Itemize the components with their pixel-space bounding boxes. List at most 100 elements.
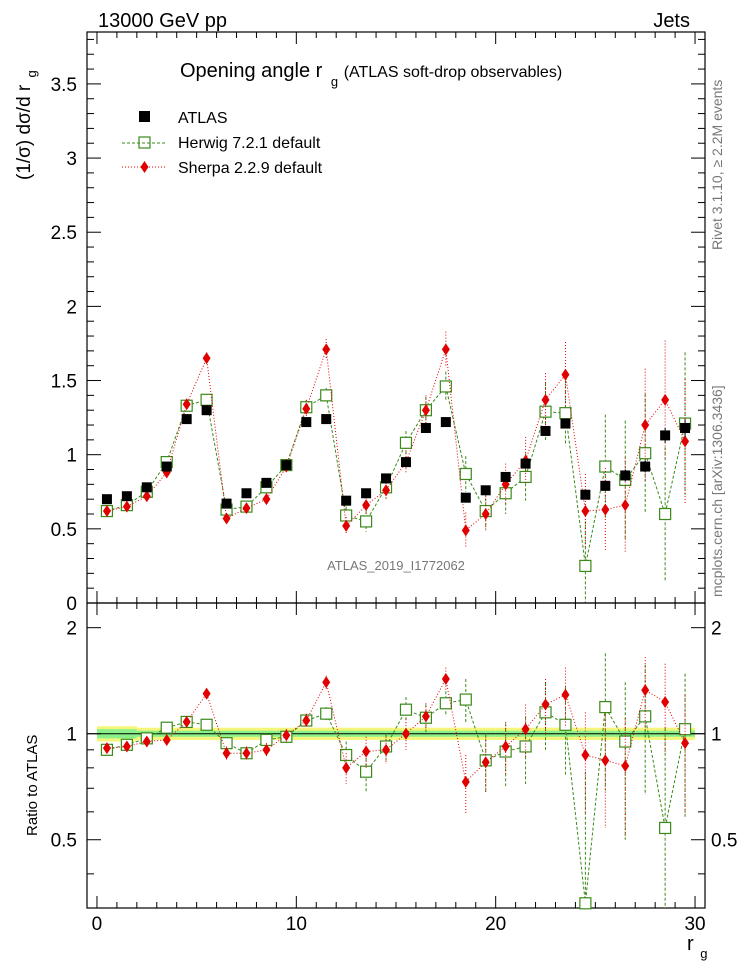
y-tick-label: 3.5 bbox=[51, 75, 77, 96]
herwig-point bbox=[320, 389, 333, 402]
legend-label-atlas: ATLAS bbox=[178, 110, 228, 127]
rivet-label: Rivet 3.1.10, ≥ 2.2M events bbox=[709, 80, 725, 250]
atlas-point bbox=[301, 417, 312, 428]
herwig-point bbox=[340, 509, 353, 522]
herwig-point bbox=[200, 718, 213, 731]
herwig-point bbox=[579, 897, 592, 910]
sherpa-point bbox=[122, 740, 131, 753]
legend-label-sherpa: Sherpa 2.2.9 default bbox=[178, 160, 323, 177]
sherpa-point bbox=[441, 343, 450, 356]
sherpa-point bbox=[421, 404, 430, 417]
atlas-point bbox=[640, 461, 651, 472]
sherpa-line bbox=[106, 349, 686, 532]
atlas-point bbox=[341, 495, 352, 506]
sherpa-point bbox=[342, 761, 351, 774]
y-tick-label: 0.5 bbox=[51, 520, 77, 541]
sherpa-point bbox=[202, 352, 211, 365]
y-tick-label: 2 bbox=[66, 297, 77, 318]
sherpa-point bbox=[162, 733, 171, 746]
atlas-point bbox=[261, 477, 272, 488]
sherpa-point bbox=[202, 687, 211, 700]
sherpa-point bbox=[182, 715, 191, 728]
ratio-y-tick-label: 1 bbox=[66, 725, 77, 746]
atlas-point bbox=[620, 470, 631, 481]
sherpa-point bbox=[561, 368, 570, 381]
sherpa-point bbox=[362, 499, 371, 512]
y-tick-label: 2.5 bbox=[51, 223, 77, 244]
sherpa-point bbox=[302, 714, 311, 727]
y-tick-label: 3 bbox=[66, 149, 77, 170]
legend: ATLAS Herwig 7.2.1 default Sherpa 2.2.9 … bbox=[122, 110, 323, 177]
sherpa-point bbox=[222, 747, 231, 760]
sherpa-point bbox=[681, 435, 690, 448]
main-y-axis-label-text: (1/σ) dσ/d r bbox=[14, 84, 35, 180]
sherpa-point bbox=[421, 710, 430, 723]
ratio-plot: 0 10 20 30 0.5 0.5 1 1 2 2 bbox=[51, 602, 737, 935]
herwig-point bbox=[359, 765, 373, 778]
y-tick-label: 1 bbox=[66, 446, 77, 467]
atlas-point bbox=[520, 458, 531, 469]
sherpa-point bbox=[541, 698, 550, 711]
atlas-point bbox=[121, 491, 132, 502]
sherpa-point bbox=[322, 343, 331, 356]
ratio-y-tick-label: 0.5 bbox=[51, 831, 77, 852]
sherpa-point bbox=[142, 735, 151, 748]
atlas-point bbox=[181, 414, 192, 425]
atlas-point bbox=[540, 425, 551, 436]
sherpa-point bbox=[641, 684, 650, 697]
main-y-axis-label: (1/σ) dσ/d r g bbox=[14, 70, 39, 180]
sherpa-point bbox=[102, 505, 111, 518]
atlas-point bbox=[221, 498, 232, 509]
herwig-point bbox=[579, 559, 592, 573]
ratio-y-tick-label-right: 2 bbox=[711, 619, 722, 640]
sherpa-point bbox=[581, 749, 590, 762]
sherpa-point bbox=[621, 759, 630, 772]
sherpa-point bbox=[481, 756, 490, 769]
analysis-watermark: ATLAS_2019_I1772062 bbox=[327, 558, 465, 573]
sherpa-point bbox=[242, 747, 251, 760]
sherpa-point bbox=[322, 676, 331, 689]
sherpa-point bbox=[641, 419, 650, 432]
energy-label: 13000 GeV pp bbox=[98, 10, 227, 32]
herwig-point bbox=[659, 821, 672, 835]
herwig-point bbox=[439, 697, 452, 710]
atlas-point bbox=[600, 480, 611, 491]
sherpa-point bbox=[561, 688, 570, 701]
atlas-point bbox=[440, 417, 451, 428]
title-sub: g bbox=[331, 74, 338, 89]
herwig-point bbox=[359, 515, 373, 528]
herwig-point bbox=[439, 380, 452, 393]
ratio-y-tick-label: 2 bbox=[66, 619, 77, 640]
herwig-point bbox=[160, 721, 173, 734]
atlas-point bbox=[680, 422, 691, 433]
title-rest: (ATLAS soft-drop observables) bbox=[344, 64, 562, 81]
sherpa-point bbox=[681, 737, 690, 750]
atlas-point bbox=[580, 489, 591, 500]
atlas-point bbox=[141, 482, 152, 493]
sherpa-point bbox=[102, 742, 111, 755]
atlas-point bbox=[241, 488, 252, 499]
atlas-point bbox=[201, 405, 212, 416]
sherpa-point bbox=[122, 500, 131, 513]
sherpa-point bbox=[541, 393, 550, 406]
herwig-point bbox=[459, 467, 472, 481]
herwig-point bbox=[200, 393, 213, 406]
sherpa-point bbox=[242, 502, 251, 515]
sherpa-point bbox=[262, 493, 271, 506]
sherpa-point bbox=[342, 519, 351, 532]
sherpa-point bbox=[461, 524, 470, 537]
y-tick-label: 1.5 bbox=[51, 372, 77, 393]
atlas-point bbox=[400, 457, 411, 468]
legend-label-herwig: Herwig 7.2.1 default bbox=[178, 135, 321, 152]
process-label: Jets bbox=[653, 10, 690, 32]
atlas-point bbox=[361, 488, 372, 499]
sherpa-point bbox=[401, 727, 410, 740]
ratio-y-axis-label: Ratio to ATLAS bbox=[24, 735, 41, 836]
atlas-point bbox=[101, 494, 112, 505]
atlas-point bbox=[500, 471, 511, 482]
sherpa-point bbox=[382, 743, 391, 756]
herwig-point bbox=[399, 436, 413, 449]
sherpa-point bbox=[601, 503, 610, 516]
sherpa-point bbox=[142, 490, 151, 503]
